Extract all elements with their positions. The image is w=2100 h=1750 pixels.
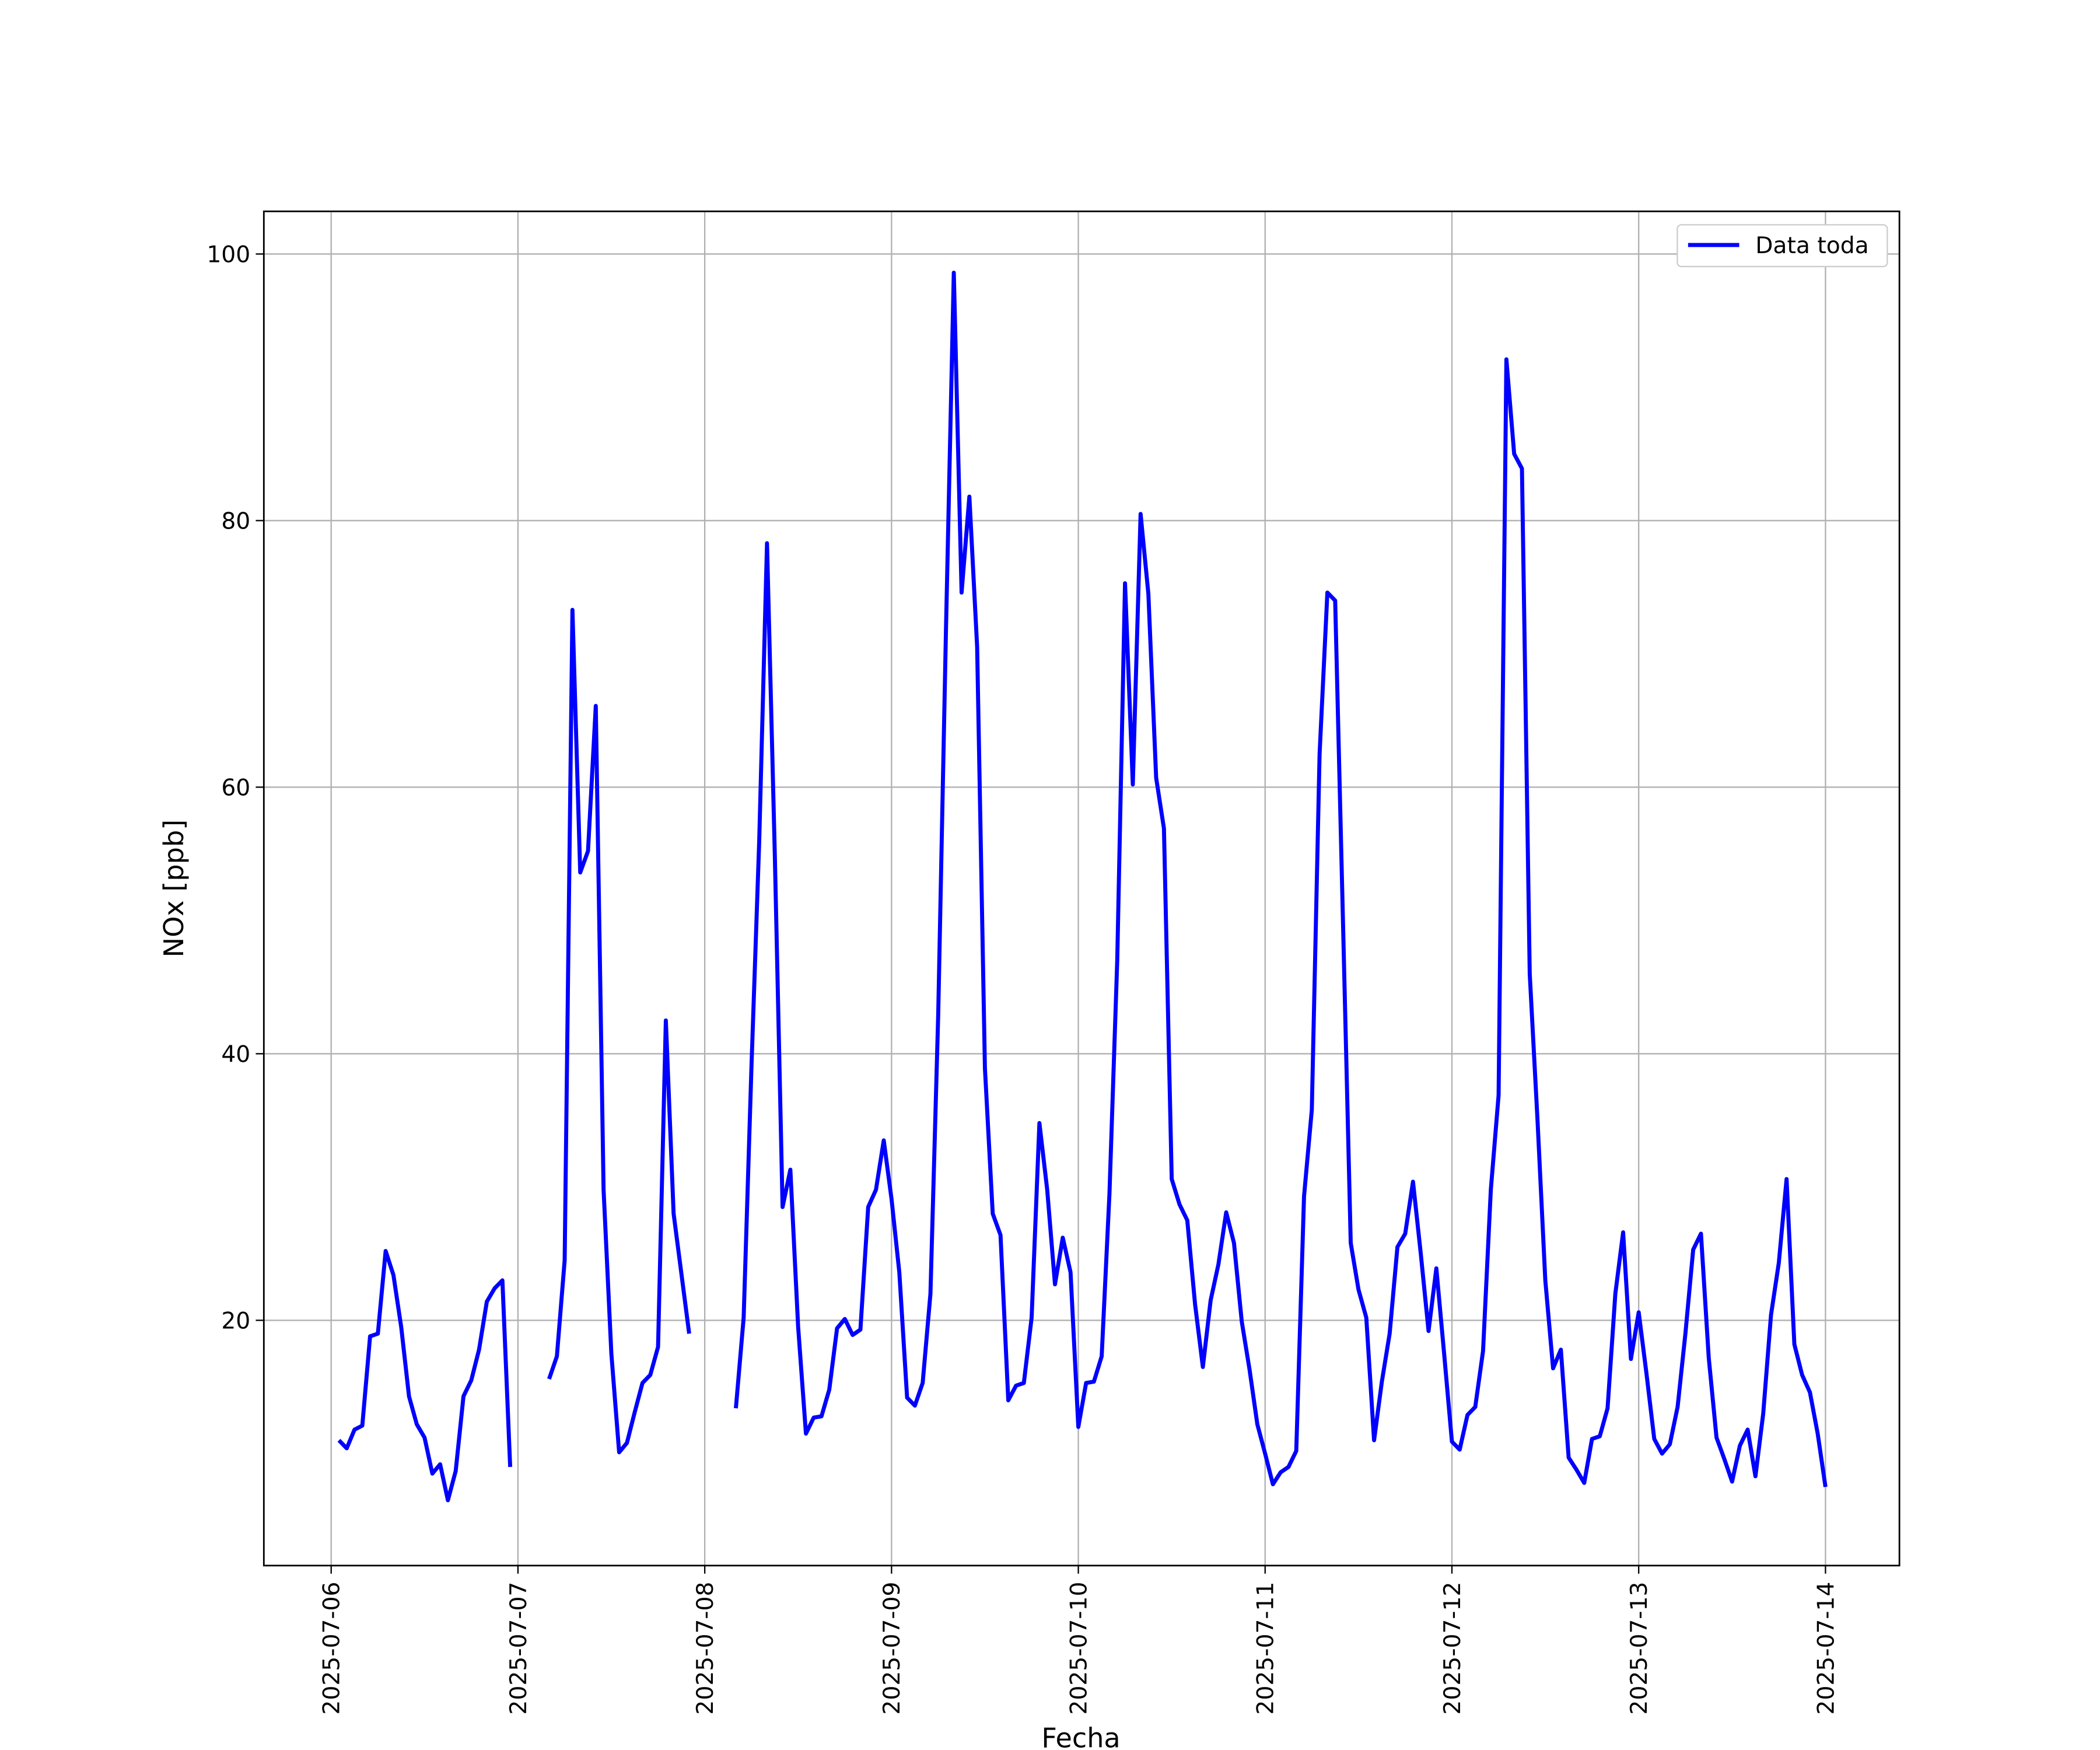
plot-frame xyxy=(262,210,1901,1567)
x-tick-label: 2025-07-08 xyxy=(692,1582,719,1715)
x-tick-label: 2025-07-06 xyxy=(319,1582,345,1715)
legend-label: Data toda xyxy=(1755,233,1868,259)
x-tick-label: 2025-07-14 xyxy=(1813,1582,1839,1715)
legend-box xyxy=(1676,224,1888,268)
x-tick-label: 2025-07-10 xyxy=(1066,1582,1092,1715)
y-tick-label: 100 xyxy=(206,242,250,268)
x-axis-label: Fecha xyxy=(1041,1722,1120,1750)
y-tick-label: 20 xyxy=(221,1308,250,1334)
y-tick-label: 40 xyxy=(221,1041,250,1068)
x-tick-label: 2025-07-11 xyxy=(1253,1582,1279,1715)
x-tick-label: 2025-07-09 xyxy=(879,1582,905,1715)
data-line xyxy=(337,270,1828,1503)
y-axis-label: NOx [ppb] xyxy=(158,820,190,958)
y-tick-label: 80 xyxy=(221,508,250,534)
y-tick-label: 60 xyxy=(221,775,250,801)
x-tick-label: 2025-07-12 xyxy=(1440,1582,1466,1715)
x-tick-label: 2025-07-13 xyxy=(1626,1582,1653,1715)
x-tick-label: 2025-07-07 xyxy=(506,1582,532,1715)
